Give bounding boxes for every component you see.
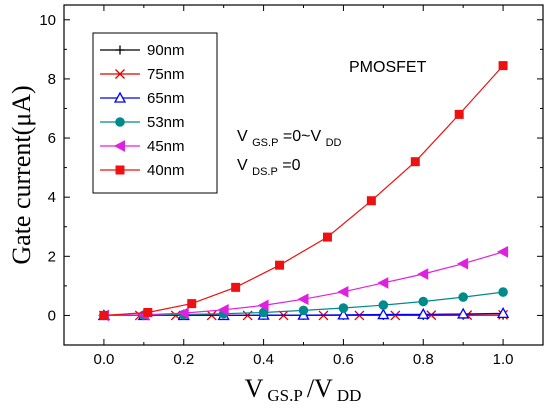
data-point-53nm [458,292,468,302]
y-tick-label: 6 [48,130,56,147]
axis-ticks: 0.0 0.2 0.4 0.6 0.8 1.0 0 2 4 6 8 10 [39,5,544,368]
x-axis-title: V GS.P /V DD [245,374,362,405]
data-point-53nm [498,287,508,297]
y-tick-label: 2 [48,248,56,265]
data-series [97,61,510,322]
data-point-45nm [377,277,389,289]
annotation-vgs-rest: =0~V [283,128,322,145]
data-point-45nm [457,257,469,270]
data-point-45nm [217,303,229,316]
annotation-device-type: PMOSFET [349,59,427,76]
annotation-vds: V DS.P =0 [237,157,301,179]
y-tick-label: 0 [48,307,56,324]
legend-marker-75nm [115,69,125,79]
data-point-45nm [297,293,309,306]
data-point-40nm [143,307,153,317]
data-point-40nm [498,61,508,71]
data-point-40nm [275,260,285,270]
data-point-40nm [187,299,197,309]
data-point-40nm [366,196,376,206]
legend-label-65nm: 65nm [147,90,185,107]
data-point-40nm [99,310,109,320]
data-point-53nm [418,296,429,307]
data-point-40nm [231,282,241,292]
annotation-vds-sub: DS.P [252,166,278,178]
data-point-40nm [454,109,464,119]
legend-label-75nm: 75nm [147,66,185,83]
legend-marker-90nm [115,45,125,55]
y-tick-label: 4 [48,189,56,206]
annotation-vgs-sub: GS.P [252,137,278,149]
data-point-53nm [298,305,309,316]
annotation-vgs-sub2: DD [326,137,342,149]
legend-marker-40nm [115,165,125,175]
data-point-53nm [338,303,349,313]
data-point-65nm [496,307,510,319]
series-40nm [99,61,508,320]
data-point-75nm [390,310,401,321]
legend-label-53nm: 53nm [147,114,185,131]
data-point-45nm [417,268,429,280]
legend-label-40nm: 40nm [147,162,185,179]
data-point-53nm [378,300,389,310]
x-tick-label: 0.8 [413,351,434,368]
x-tick-label: 1.0 [493,351,514,368]
annotation-vgs-main: V [237,128,248,145]
y-tick-label: 8 [48,71,56,88]
data-point-65nm [377,308,390,320]
legend-marker-65nm [113,91,127,103]
data-point-65nm [457,307,470,319]
x-axis-title-sub: GS.P [267,386,302,405]
series-line-40nm [103,65,504,316]
x-tick-label: 0.4 [253,351,274,368]
legend-marker-45nm [113,140,125,152]
x-axis-title-main: V [245,374,264,403]
data-point-40nm [322,232,332,242]
data-point-45nm [497,246,509,258]
legend-box [92,32,218,194]
data-point-45nm [257,299,269,312]
x-tick-label: 0.6 [333,351,354,368]
annotation-vds-main: V [237,157,248,174]
y-tick-label: 10 [39,12,56,29]
data-point-75nm [354,310,365,321]
x-axis-title-sep: /V [307,374,333,403]
data-point-40nm [410,157,420,167]
legend: 90nm 75nm 65nm 53nm 45nm 40nm [92,32,218,194]
data-point-45nm [177,307,189,319]
data-point-65nm [417,307,430,319]
annotation-vgs-range: V GS.P =0~V DD [237,128,342,150]
x-axis-title-sub2: DD [337,386,362,405]
legend-label-90nm: 90nm [147,42,185,59]
data-point-65nm [337,308,350,320]
x-tick-label: 0.2 [173,351,194,368]
legend-marker-53nm [115,117,125,127]
x-tick-label: 0.0 [93,351,114,368]
data-point-45nm [337,285,349,298]
legend-items: 90nm 75nm 65nm 53nm 45nm 40nm [100,42,185,179]
y-axis-title: Gate current(μA) [7,85,36,264]
legend-label-45nm: 45nm [147,138,185,155]
annotation-vds-rest: =0 [282,157,300,174]
